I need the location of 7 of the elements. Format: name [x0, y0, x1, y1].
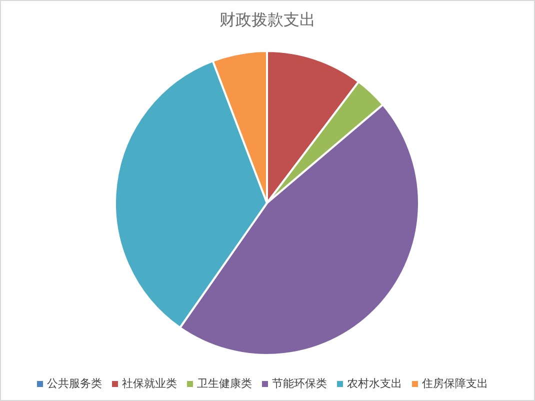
chart-title: 财政拨款支出 [218, 10, 316, 31]
legend-label: 卫生健康类 [197, 378, 252, 390]
legend-label: 公共服务类 [47, 378, 102, 390]
legend-label: 农村水支出 [347, 378, 402, 390]
legend-label: 住房保障支出 [422, 378, 488, 390]
legend-label: 社保就业类 [122, 378, 177, 390]
legend-label: 节能环保类 [272, 378, 327, 390]
